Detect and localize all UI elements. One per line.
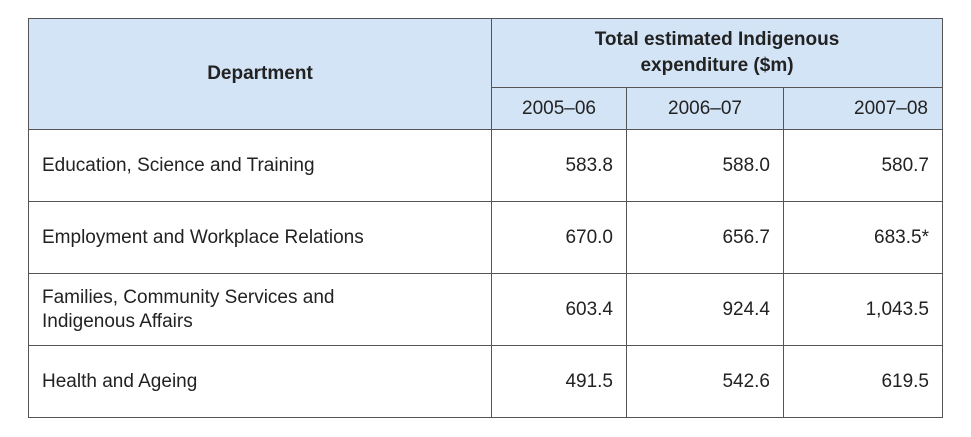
expenditure-table: Department Total estimated Indigenous ex… (28, 18, 943, 418)
year-header-2005-06: 2005–06 (491, 87, 627, 130)
value-cell: 1,043.5 (783, 273, 943, 346)
year-header-2007-08: 2007–08 (783, 87, 943, 130)
value-cell: 580.7 (783, 129, 943, 202)
expenditure-group-header: Total estimated Indigenous expenditure (… (491, 18, 943, 88)
value-cell: 542.6 (626, 345, 784, 418)
value-cell: 924.4 (626, 273, 784, 346)
department-cell: Education, Science and Training (28, 129, 492, 202)
department-cell: Employment and Workplace Relations (28, 201, 492, 274)
table-row: Families, Community Services and Indigen… (28, 273, 943, 346)
year-header-row: 2005–06 2006–07 2007–08 (29, 87, 943, 130)
department-cell: Health and Ageing (28, 345, 492, 418)
expenditure-group-label: Total estimated Indigenous expenditure (… (594, 29, 840, 76)
value-cell: 588.0 (626, 129, 784, 202)
table-row: Employment and Workplace Relations 670.0… (28, 201, 943, 274)
value-cell: 491.5 (491, 345, 627, 418)
value-cell: 656.7 (626, 201, 784, 274)
header-row: Department Total estimated Indigenous ex… (28, 18, 943, 130)
department-label: Families, Community Services and Indigen… (42, 286, 335, 332)
value-cell: 670.0 (491, 201, 627, 274)
department-column-header: Department (28, 18, 492, 130)
table-body: Education, Science and Training 583.8 58… (28, 129, 943, 418)
department-cell: Families, Community Services and Indigen… (28, 273, 492, 346)
value-cell: 683.5* (783, 201, 943, 274)
table-header: Department Total estimated Indigenous ex… (28, 18, 943, 130)
table-row: Education, Science and Training 583.8 58… (28, 129, 943, 202)
year-header-2006-07: 2006–07 (626, 87, 784, 130)
table-row: Health and Ageing 491.5 542.6 619.5 (28, 345, 943, 418)
value-cell: 603.4 (491, 273, 627, 346)
value-cell: 619.5 (783, 345, 943, 418)
value-cell: 583.8 (491, 129, 627, 202)
